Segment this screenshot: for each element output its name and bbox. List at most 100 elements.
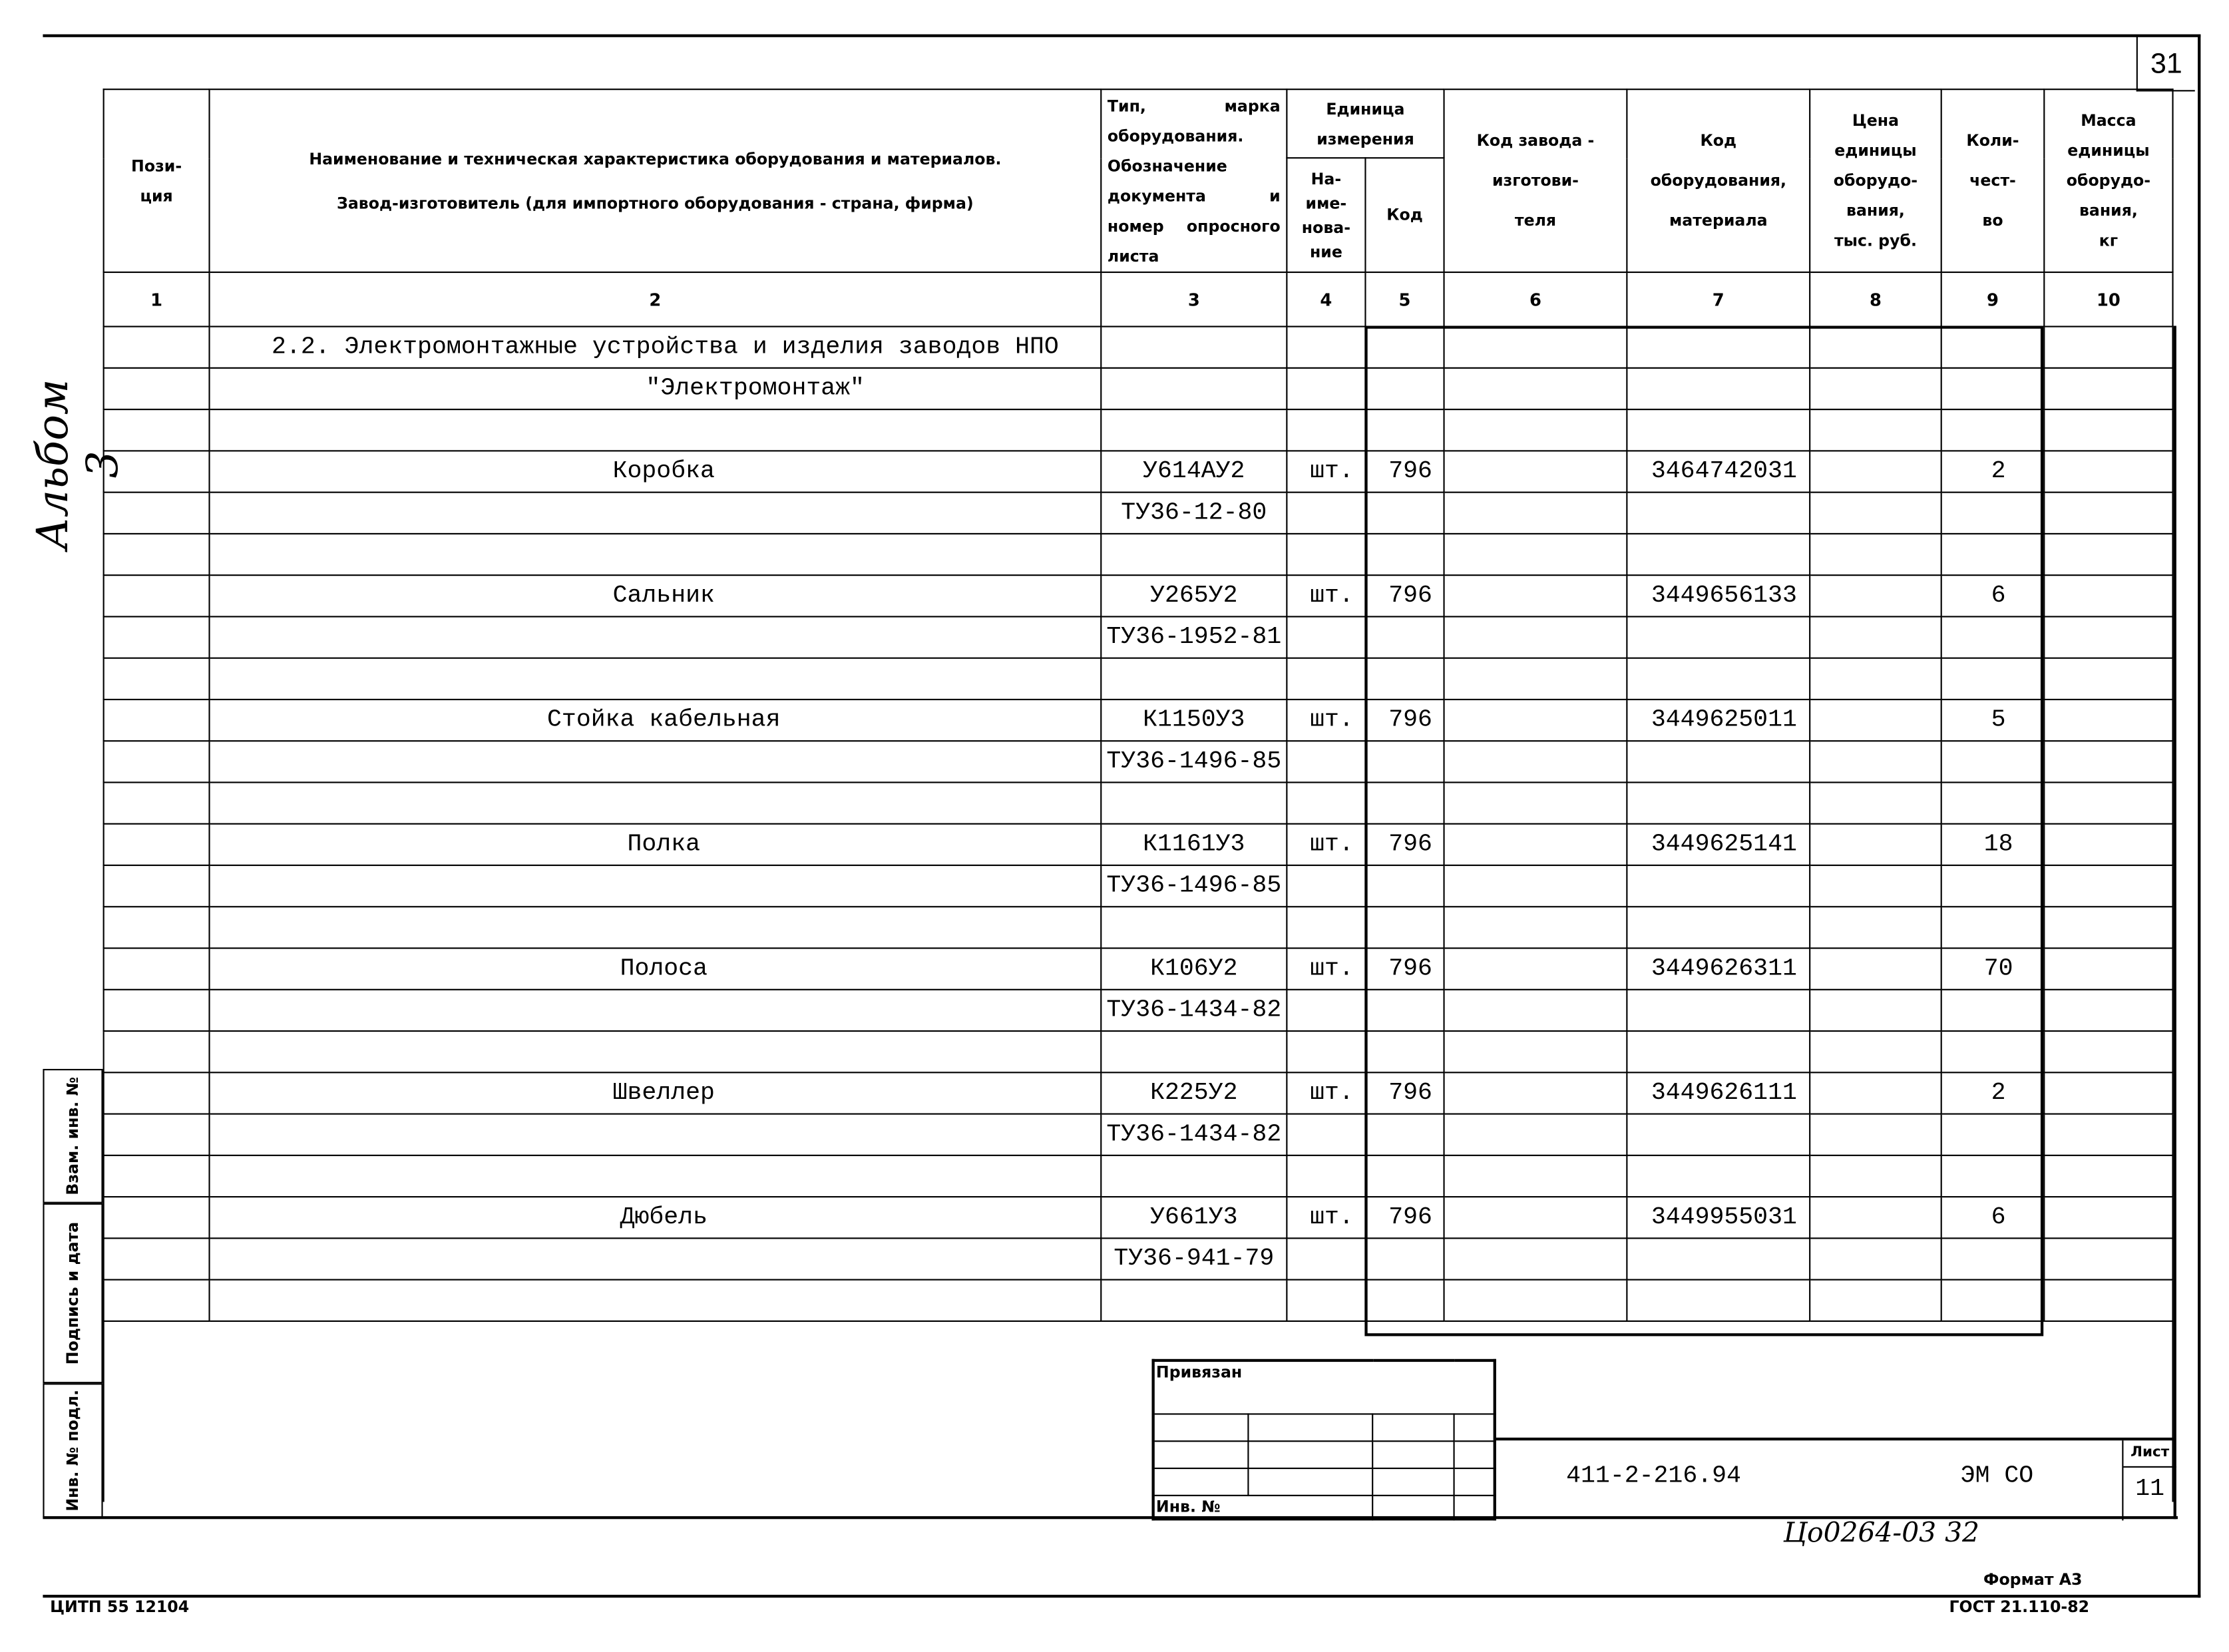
- qty: 2: [1991, 458, 2006, 485]
- table-cell: [1443, 409, 1628, 452]
- header-type: Тип, марка оборудования. Обозначение док…: [1100, 89, 1288, 274]
- table-cell: [1626, 1238, 1811, 1281]
- table-cell: ТУ36-1952-81: [1100, 616, 1288, 659]
- qty: 70: [1983, 955, 2013, 983]
- table-cell: [1809, 865, 1942, 908]
- table-cell: [1286, 741, 1366, 783]
- unit: шт.: [1310, 706, 1354, 734]
- sheet-cell: Лист 11: [2122, 1440, 2176, 1521]
- unit: шт.: [1310, 1203, 1354, 1231]
- table-cell: [102, 1279, 210, 1322]
- table-cell: [1809, 367, 1942, 411]
- table-cell: [102, 1155, 210, 1198]
- table-cell: [2043, 1114, 2174, 1156]
- sheet-label: Лист: [2123, 1440, 2176, 1468]
- table-cell: [208, 658, 1102, 701]
- table-cell: 796: [1364, 575, 1445, 618]
- table-cell: [1286, 989, 1366, 1032]
- table-cell: [1940, 1155, 2045, 1198]
- document-type: ЭМ СО: [1960, 1463, 2034, 1491]
- table-cell: 70: [1940, 948, 2045, 990]
- table-cell: [1443, 326, 1628, 369]
- sheet-number: 11: [2135, 1476, 2165, 1504]
- table-cell: [1443, 741, 1628, 783]
- table-cell: [1626, 1031, 1811, 1074]
- table-cell: [1443, 1072, 1628, 1115]
- table-cell: [1940, 533, 2045, 576]
- header-unit-code: Код: [1364, 157, 1445, 274]
- table-cell: [1364, 326, 1445, 369]
- table-cell: ТУ36-1434-82: [1100, 1114, 1288, 1156]
- unit-code: 796: [1388, 1203, 1432, 1231]
- doc: ТУ36-1434-82: [1106, 1121, 1282, 1149]
- table-row: [102, 1279, 2174, 1322]
- table-row: ТУ36-12-80: [102, 492, 2174, 534]
- column-number-row: 1 2 3 4 5 6 7 8 9 10: [102, 271, 2174, 327]
- table-cell: [2043, 823, 2174, 867]
- column-number: 5: [1364, 271, 1445, 327]
- code: 3449625011: [1651, 706, 1797, 734]
- table-cell: 3449625141: [1626, 823, 1811, 867]
- header-name-line1: Наименование и техническая характеристик…: [309, 149, 1002, 168]
- table-cell: [102, 1197, 210, 1239]
- table-cell: [1286, 1238, 1366, 1281]
- table-cell: [1364, 907, 1445, 949]
- table-cell: [1443, 367, 1628, 411]
- table-cell: [1286, 782, 1366, 825]
- header-position: Пози- ция: [102, 89, 210, 274]
- table-row: 2.2. Электромонтажные устройства и издел…: [102, 326, 2174, 369]
- table-cell: [1626, 989, 1811, 1032]
- table-cell: ТУ36-1496-85: [1100, 741, 1288, 783]
- table-cell: 6: [1940, 575, 2045, 618]
- table-cell: [1940, 782, 2045, 825]
- table-cell: К225У2: [1100, 1072, 1288, 1115]
- table-cell: [1626, 907, 1811, 949]
- table-cell: [1286, 658, 1366, 701]
- table-cell: [1286, 492, 1366, 534]
- table-cell: 796: [1364, 1197, 1445, 1239]
- name: Дюбель: [620, 1203, 708, 1231]
- table-cell: 2: [1940, 451, 2045, 493]
- table-row: "Электромонтаж": [102, 367, 2174, 411]
- section-title: 2.2. Электромонтажные устройства и издел…: [272, 333, 1059, 361]
- name: Полоса: [620, 955, 708, 983]
- table-cell: [1443, 492, 1628, 534]
- table-cell: [1626, 533, 1811, 576]
- table-cell: [102, 616, 210, 659]
- table-cell: Стойка кабельная: [208, 699, 1102, 742]
- table-row: Полоса К106У2 шт. 796 3449626311 70: [102, 948, 2174, 990]
- column-number: 3: [1100, 271, 1288, 327]
- table-cell: 18: [1940, 823, 2045, 867]
- table-cell: [1443, 699, 1628, 742]
- table-cell: 796: [1364, 1072, 1445, 1115]
- linked-stamp: Привязан Инв. №: [1151, 1358, 1496, 1521]
- unit: шт.: [1310, 955, 1354, 983]
- table-cell: [1364, 1279, 1445, 1322]
- table-cell: [1626, 658, 1811, 701]
- table-cell: [1626, 1279, 1811, 1322]
- column-number: 4: [1286, 271, 1366, 327]
- table-cell: [1940, 409, 2045, 452]
- frame-right-line: [2198, 34, 2201, 1598]
- table-cell: [102, 575, 210, 618]
- header-equipment-code: Код оборудования, материала: [1626, 89, 1811, 274]
- table-cell: [102, 1072, 210, 1115]
- unit-code: 796: [1388, 582, 1432, 610]
- table-cell: [1443, 658, 1628, 701]
- table-cell: [102, 658, 210, 701]
- table-cell: [1626, 865, 1811, 908]
- table-cell: [1940, 989, 2045, 1032]
- table-cell: ТУ36-941-79: [1100, 1238, 1288, 1281]
- table-cell: У265У2: [1100, 575, 1288, 618]
- column-number: 2: [208, 271, 1102, 327]
- table-cell: [2043, 533, 2174, 576]
- code: 3449626111: [1651, 1080, 1797, 1107]
- header-name-line2: Завод-изготовитель (для импортного обору…: [337, 193, 974, 212]
- qty: 5: [1991, 706, 2006, 734]
- unit-code: 796: [1388, 955, 1432, 983]
- type: К106У2: [1150, 955, 1238, 983]
- table-cell: [208, 409, 1102, 452]
- table-cell: [1626, 409, 1811, 452]
- table-cell: [1940, 741, 2045, 783]
- table-cell: [1940, 658, 2045, 701]
